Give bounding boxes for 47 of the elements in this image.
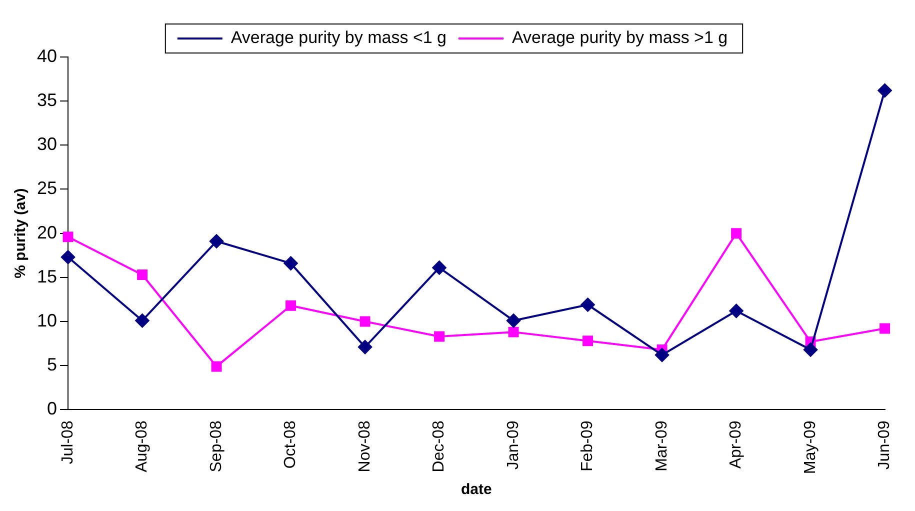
- x-tick-label: Jan-09: [504, 420, 522, 470]
- point: [880, 323, 890, 334]
- y-tick-label: 25: [36, 178, 58, 198]
- x-tick-label: Jul-08: [59, 420, 76, 464]
- point: [210, 234, 224, 248]
- x-tick-label: Dec-08: [430, 420, 448, 472]
- x-axis-title: date: [460, 481, 492, 498]
- x-tick-label: Mar-09: [653, 420, 670, 472]
- y-tick-label: 40: [36, 46, 58, 66]
- point: [358, 340, 372, 354]
- point: [360, 316, 370, 327]
- x-tick-label: Oct-08: [282, 420, 300, 469]
- point: [655, 348, 670, 362]
- point: [61, 250, 76, 264]
- y-tick-label: 5: [47, 354, 58, 375]
- point: [508, 326, 519, 338]
- x-tick-label: Aug-08: [134, 420, 151, 472]
- y-tick-label: 15: [36, 266, 58, 286]
- point: [284, 256, 298, 270]
- point: [582, 336, 594, 346]
- x-tick-label: Jun-09: [876, 420, 894, 470]
- point: [506, 314, 521, 328]
- point: [729, 304, 744, 318]
- point: [432, 260, 446, 275]
- y-axis-title: % purity (av): [12, 188, 30, 278]
- point: [62, 232, 74, 242]
- y-tick-label: 35: [36, 90, 58, 110]
- point: [804, 342, 818, 357]
- point: [137, 270, 148, 280]
- legend-label: Average purity by mass >1 g: [512, 28, 728, 48]
- y-tick-label: 30: [36, 134, 58, 154]
- point: [434, 331, 445, 342]
- x-tick-label: May-09: [802, 420, 819, 474]
- point: [878, 84, 892, 98]
- y-tick-label: 20: [36, 222, 58, 242]
- x-tick-label: Feb-09: [579, 420, 596, 472]
- y-tick-label: 10: [36, 310, 58, 330]
- point: [211, 361, 222, 372]
- point: [580, 298, 595, 312]
- x-tick-label: Nov-08: [356, 420, 374, 472]
- x-tick-label: Apr-09: [728, 420, 745, 469]
- x-tick-label: Sep-08: [208, 420, 225, 472]
- point: [286, 300, 296, 311]
- legend-label: Average purity by mass <1 g: [230, 28, 447, 48]
- point: [731, 228, 742, 239]
- y-tick-label: 0: [47, 398, 58, 419]
- point: [135, 314, 150, 328]
